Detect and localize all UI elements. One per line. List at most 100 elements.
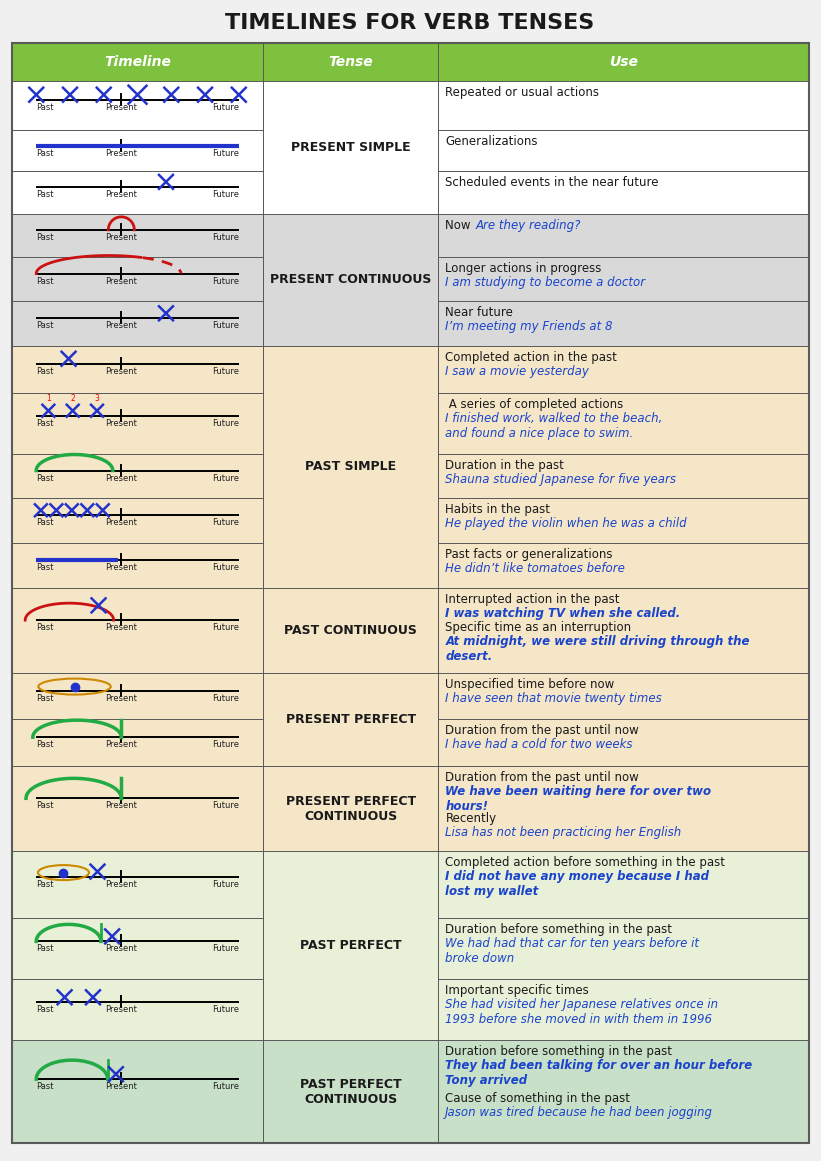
Bar — [12, 43, 263, 81]
Text: Past: Past — [36, 741, 53, 749]
Text: Present: Present — [105, 741, 137, 749]
Text: Completed action in the past: Completed action in the past — [446, 351, 617, 365]
Text: We had had that car for ten years before it
broke down: We had had that car for ten years before… — [446, 937, 699, 965]
Text: Are they reading?: Are they reading? — [475, 218, 580, 231]
Bar — [12, 130, 263, 171]
Text: Present: Present — [105, 944, 137, 953]
Bar — [438, 673, 809, 720]
Bar — [263, 1040, 438, 1142]
Bar — [438, 81, 809, 130]
Text: Longer actions in progress: Longer actions in progress — [446, 261, 602, 274]
Text: Present: Present — [105, 102, 137, 111]
Bar — [12, 214, 263, 257]
Text: Present: Present — [105, 190, 137, 199]
Text: Future: Future — [212, 563, 239, 572]
Text: We have been waiting here for over two
hours!: We have been waiting here for over two h… — [446, 785, 712, 813]
Bar — [438, 918, 809, 979]
Bar — [438, 392, 809, 454]
Text: Future: Future — [212, 1005, 239, 1015]
Bar — [12, 81, 263, 130]
Text: Present: Present — [105, 149, 137, 158]
Text: He didn’t like tomatoes before: He didn’t like tomatoes before — [446, 562, 626, 575]
Bar — [12, 918, 263, 979]
Text: Present: Present — [105, 518, 137, 527]
Text: Past: Past — [36, 801, 53, 810]
Bar — [438, 130, 809, 171]
Text: Duration before something in the past: Duration before something in the past — [446, 1045, 672, 1058]
Bar — [263, 214, 438, 346]
Bar — [438, 214, 809, 257]
Text: Future: Future — [212, 233, 239, 241]
Text: Important specific times: Important specific times — [446, 985, 589, 997]
Bar — [438, 346, 809, 392]
Text: I am studying to become a doctor: I am studying to become a doctor — [446, 275, 645, 288]
Text: Use: Use — [609, 55, 638, 68]
Text: Future: Future — [212, 149, 239, 158]
Text: Specific time as an interruption: Specific time as an interruption — [446, 621, 631, 634]
Bar — [263, 43, 438, 81]
Text: Past: Past — [36, 1005, 53, 1015]
Text: I’m meeting my Friends at 8: I’m meeting my Friends at 8 — [446, 320, 613, 333]
Bar — [12, 498, 263, 543]
Text: Duration from the past until now: Duration from the past until now — [446, 724, 639, 737]
Text: Habits in the past: Habits in the past — [446, 503, 550, 517]
Text: Duration from the past until now: Duration from the past until now — [446, 771, 639, 784]
Text: Future: Future — [212, 322, 239, 330]
Text: Generalizations: Generalizations — [446, 135, 538, 149]
Text: PRESENT PERFECT: PRESENT PERFECT — [286, 713, 415, 726]
Text: Future: Future — [212, 944, 239, 953]
Bar — [12, 392, 263, 454]
Bar — [12, 543, 263, 587]
Bar — [438, 720, 809, 766]
Text: Unspecified time before now: Unspecified time before now — [446, 678, 615, 691]
Text: I saw a movie yesterday: I saw a movie yesterday — [446, 365, 589, 378]
Bar — [12, 1040, 263, 1142]
Bar — [12, 766, 263, 851]
Bar — [438, 587, 809, 673]
Text: I have seen that movie twenty times: I have seen that movie twenty times — [446, 692, 663, 705]
Text: I was watching TV when she called.: I was watching TV when she called. — [446, 607, 681, 620]
Text: Lisa has not been practicing her English: Lisa has not been practicing her English — [446, 825, 681, 839]
Text: Future: Future — [212, 623, 239, 632]
Text: Scheduled events in the near future: Scheduled events in the near future — [446, 175, 659, 188]
Text: Near future: Near future — [446, 307, 513, 319]
Text: Past: Past — [36, 190, 53, 199]
Text: Past: Past — [36, 149, 53, 158]
Bar — [438, 43, 809, 81]
Bar — [438, 498, 809, 543]
Bar — [12, 851, 263, 918]
Bar — [438, 979, 809, 1040]
Text: A series of completed actions: A series of completed actions — [446, 397, 624, 411]
Text: Present: Present — [105, 322, 137, 330]
Text: Tense: Tense — [328, 55, 373, 68]
Bar — [438, 543, 809, 587]
Bar — [263, 346, 438, 587]
Text: Present: Present — [105, 367, 137, 376]
Text: She had visited her Japanese relatives once in
1993 before she moved in with the: She had visited her Japanese relatives o… — [446, 998, 718, 1026]
Bar — [438, 1040, 809, 1142]
Text: Shauna studied Japanese for five years: Shauna studied Japanese for five years — [446, 473, 677, 485]
Bar — [438, 851, 809, 918]
Text: At midnight, we were still driving through the
desert.: At midnight, we were still driving throu… — [446, 635, 750, 663]
Bar — [12, 171, 263, 214]
Bar — [263, 673, 438, 766]
Text: Future: Future — [212, 801, 239, 810]
Bar — [438, 171, 809, 214]
Text: Future: Future — [212, 474, 239, 483]
Text: Present: Present — [105, 1005, 137, 1015]
Text: Past: Past — [36, 623, 53, 632]
Text: Present: Present — [105, 801, 137, 810]
Text: Present: Present — [105, 474, 137, 483]
Text: Present: Present — [105, 693, 137, 702]
Text: Repeated or usual actions: Repeated or usual actions — [446, 86, 599, 99]
Text: Past facts or generalizations: Past facts or generalizations — [446, 548, 613, 561]
Text: Recently: Recently — [446, 812, 497, 825]
Text: Past: Past — [36, 102, 53, 111]
Bar — [438, 454, 809, 498]
Bar — [12, 979, 263, 1040]
Text: PAST CONTINUOUS: PAST CONTINUOUS — [284, 623, 417, 637]
Bar — [438, 257, 809, 302]
Text: Past: Past — [36, 474, 53, 483]
Text: I did not have any money because I had
lost my wallet: I did not have any money because I had l… — [446, 870, 709, 899]
Text: Past: Past — [36, 367, 53, 376]
